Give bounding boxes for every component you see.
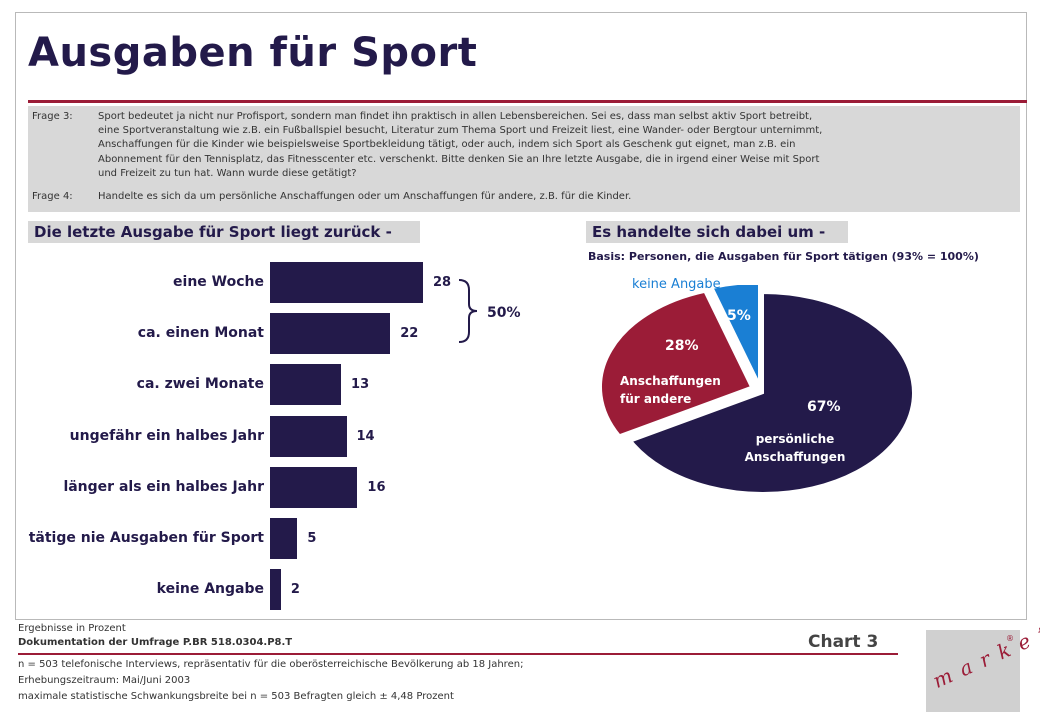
pie-slice <box>600 290 753 437</box>
bar <box>270 415 347 457</box>
bar-label: ungefähr ein halbes Jahr <box>69 427 264 444</box>
bar-value: 16 <box>367 479 386 495</box>
pie-value-andere: 28% <box>665 338 699 354</box>
question-line: und Freizeit zu tun hat. Wann wurde dies… <box>98 167 357 179</box>
pie-label-persoenlich: persönliche Anschaffungen <box>730 432 860 464</box>
pie-value-keine-angabe: 5% <box>727 308 751 324</box>
brace-label: 50% <box>487 305 521 321</box>
question-line: Sport bedeutet ja nicht nur Profisport, … <box>98 111 813 122</box>
market-logo: market ® <box>926 617 1040 712</box>
question-label: Frage 4: <box>32 191 73 202</box>
logo-text: market <box>929 617 1040 693</box>
question-line: Abonnement für den Tennisplatz, das Fitn… <box>98 153 820 165</box>
bar-label: ca. zwei Monate <box>136 376 264 393</box>
pie-label-andere: Anschaffungen für andere <box>620 374 721 406</box>
pie-label-persoenlich-line1: persönliche <box>755 432 835 446</box>
pie-value-persoenlich: 67% <box>807 399 841 415</box>
left-heading: Die letzte Ausgabe für Sport liegt zurüc… <box>28 221 420 243</box>
question-text: Sport bedeutet ja nicht nur Profisport, … <box>98 110 1014 181</box>
bar-label: eine Woche <box>173 274 264 290</box>
footer-line-1: n = 503 telefonische Interviews, repräse… <box>18 659 524 670</box>
bar <box>270 313 391 355</box>
brace <box>458 279 478 343</box>
footer-line-2: Erhebungszeitraum: Mai/Juni 2003 <box>18 675 191 686</box>
pie-label-andere-line2: für andere <box>620 392 692 406</box>
question-line: eine Sportveranstaltung wie z.B. ein Fuß… <box>98 125 823 137</box>
bar-label: keine Angabe <box>156 581 264 598</box>
logo-registered-mark: ® <box>1006 634 1014 643</box>
bar-value: 14 <box>356 428 375 444</box>
bar-value: 13 <box>351 377 370 393</box>
bar-label: länger als ein halbes Jahr <box>63 478 264 495</box>
bar-value: 2 <box>290 582 300 598</box>
pie-label-andere-line1: Anschaffungen <box>620 374 721 388</box>
bar-label: tätige nie Ausgaben für Sport <box>28 530 264 546</box>
bar-label: ca. einen Monat <box>137 325 264 342</box>
question-line: Handelte es sich da um persönliche Ansch… <box>98 191 632 202</box>
basis-note: Basis: Personen, die Ausgaben für Sport … <box>588 250 979 263</box>
bar-value: 28 <box>433 275 452 290</box>
question-box: Frage 3: Sport bedeutet ja nicht nur Pro… <box>28 106 1020 212</box>
bar-value: 5 <box>307 531 317 546</box>
results-note: Ergebnisse in Prozent <box>18 623 126 634</box>
question-text: Handelte es sich da um persönliche Ansch… <box>98 190 1014 204</box>
bar <box>270 466 358 508</box>
pie-label-keine-angabe: keine Angabe <box>632 277 721 292</box>
bar <box>270 262 423 303</box>
page-title: Ausgaben für Sport <box>28 30 478 76</box>
bar <box>270 569 281 611</box>
bar <box>270 364 342 406</box>
pie-slice <box>711 285 760 384</box>
pie-slice <box>629 291 914 494</box>
pie-label-persoenlich-line2: Anschaffungen <box>744 450 846 464</box>
title-rule <box>28 100 1027 103</box>
bar-value: 22 <box>400 326 419 342</box>
bar <box>270 518 298 559</box>
documentation-note: Dokumentation der Umfrage P.BR 518.0304.… <box>18 637 293 648</box>
chart-number: Chart 3 <box>808 632 879 652</box>
footer-rule <box>18 653 898 655</box>
slide-frame <box>15 12 1027 620</box>
question-label: Frage 3: <box>32 111 73 122</box>
footer-line-3: maximale statistische Schwankungsbreite … <box>18 691 454 702</box>
question-line: Anschaffungen für die Kinder wie beispie… <box>98 139 796 151</box>
right-heading: Es handelte sich dabei um - <box>586 221 848 243</box>
pie-chart <box>600 285 914 494</box>
